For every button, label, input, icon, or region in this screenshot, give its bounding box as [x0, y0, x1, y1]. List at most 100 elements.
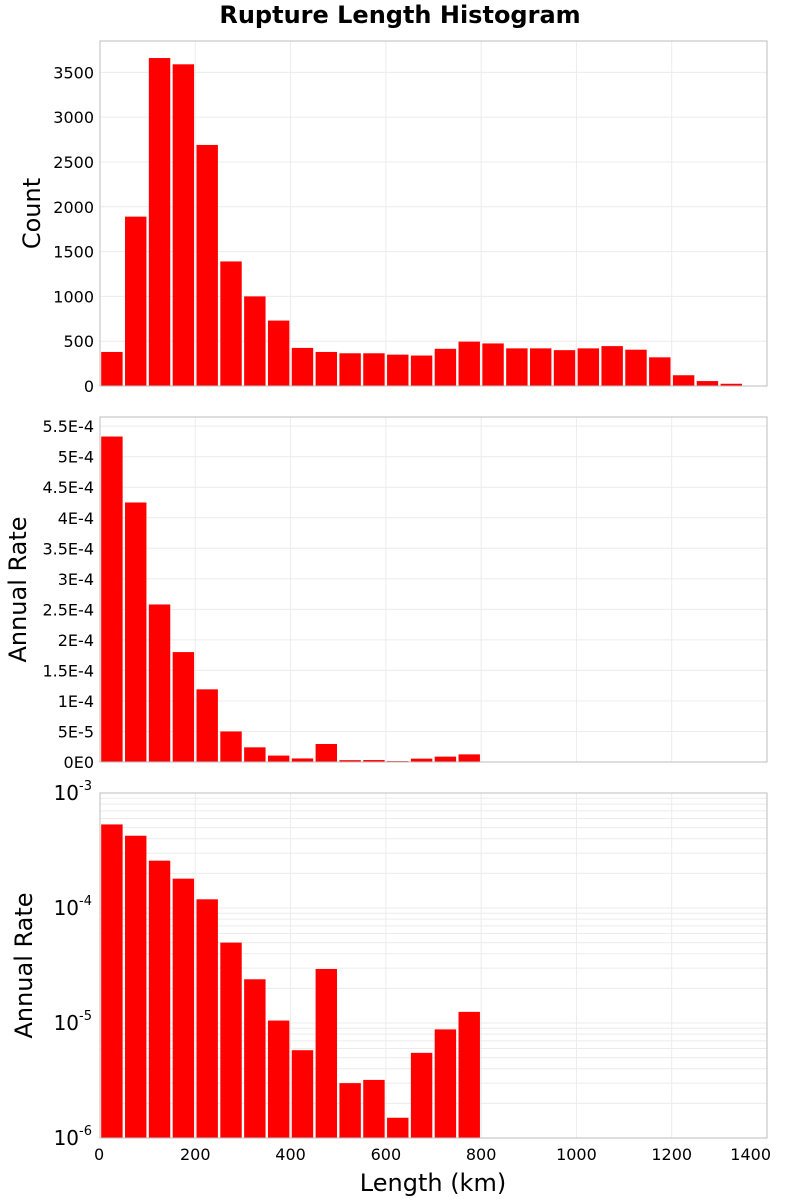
- histogram-bar: [172, 64, 195, 386]
- y-tick-label: 10-5: [54, 1009, 92, 1035]
- histogram-bar: [196, 144, 218, 386]
- histogram-bar: [625, 349, 647, 386]
- histogram-bar: [458, 754, 480, 762]
- y-tick-label: 2500: [53, 153, 94, 172]
- panel-2: 0E0 5E-5 1E-4 1.5E-4 2E-4 2.5E-4 3E-4 3.5E-4 4E-…: [4, 416, 768, 772]
- histogram-bar: [196, 899, 218, 1138]
- y-tick-label: 2000: [53, 198, 94, 217]
- chart-panels: 0 500 1000 1500 2000 2500 3000 3500 Count 0E0 5E-5…: [4, 40, 771, 1164]
- histogram-bar: [363, 353, 385, 386]
- histogram-bar: [196, 689, 218, 762]
- x-tick-label: 400: [275, 1145, 306, 1164]
- x-tick-label: 600: [371, 1145, 402, 1164]
- histogram-bar: [529, 348, 552, 386]
- histogram-bar: [101, 436, 123, 762]
- y-axis-label: Count: [18, 178, 46, 249]
- histogram-bar: [434, 756, 457, 762]
- x-tick-label: 0: [94, 1145, 104, 1164]
- histogram-bar: [410, 1052, 433, 1138]
- y-tick-label: 2E-4: [58, 631, 94, 650]
- histogram-bar: [387, 354, 409, 386]
- y-tick-label: 10-4: [54, 894, 92, 920]
- histogram-bar: [315, 351, 338, 386]
- plot-frame: [99, 40, 768, 387]
- histogram-bar: [291, 1050, 314, 1138]
- histogram-bar: [220, 942, 242, 1138]
- y-tick-label: 5.5E-4: [42, 417, 94, 436]
- y-tick-label: 3500: [53, 63, 94, 82]
- histogram-bar: [339, 353, 361, 386]
- y-tick-label: 0E0: [64, 753, 94, 772]
- y-tick-label: 1000: [53, 287, 94, 306]
- histogram-bar: [410, 355, 433, 386]
- histogram-bar: [148, 604, 171, 762]
- y-tick-label: 5E-4: [58, 448, 94, 467]
- histogram-bar: [410, 758, 433, 762]
- y-tick-label: 1.5E-4: [42, 661, 94, 680]
- chart-title: Rupture Length Histogram: [219, 1, 580, 29]
- histogram-bar: [601, 346, 623, 386]
- plot-frame: [99, 416, 768, 763]
- y-tick-label: 1E-4: [58, 692, 94, 711]
- histogram-bar: [291, 758, 314, 762]
- x-axis-label: Length (km): [360, 1169, 506, 1197]
- y-axis-label: Annual Rate: [10, 892, 38, 1038]
- histogram-bar: [244, 296, 266, 386]
- x-tick-label: 1400: [730, 1145, 771, 1164]
- histogram-bar: [649, 357, 671, 386]
- y-tick-label: 3.5E-4: [42, 539, 94, 558]
- y-tick-label: 4E-4: [58, 509, 94, 528]
- x-tick-label: 1000: [556, 1145, 597, 1164]
- histogram-bar: [125, 502, 147, 762]
- y-tick-label: 4.5E-4: [42, 478, 94, 497]
- histogram-bar: [267, 320, 290, 386]
- histogram-bar: [434, 1029, 457, 1138]
- histogram-bar: [506, 348, 528, 386]
- x-tick-label: 200: [180, 1145, 211, 1164]
- plot-frame: [99, 792, 768, 1139]
- histogram-bar: [101, 351, 123, 386]
- panel-3: 10-6 10-5 10-4 10-3 Annual Rate 0 200 400 600 800…: [10, 779, 771, 1164]
- histogram-bar: [482, 343, 504, 386]
- histogram-bar: [291, 347, 314, 386]
- histogram-bar: [125, 216, 147, 386]
- y-tick-label: 500: [63, 332, 94, 351]
- histogram-bar: [315, 743, 338, 762]
- x-tick-label: 800: [466, 1145, 497, 1164]
- histogram-bar: [220, 731, 242, 762]
- histogram-bar: [553, 350, 576, 386]
- histogram-bar: [434, 348, 457, 386]
- y-tick-label: 10-6: [54, 1124, 92, 1150]
- y-tick-label: 1500: [53, 243, 94, 262]
- histogram-bar: [720, 383, 742, 386]
- histogram-bar: [363, 760, 385, 762]
- panel-1: 0 500 1000 1500 2000 2500 3000 3500 Count: [18, 40, 768, 396]
- histogram-bar: [458, 1011, 480, 1138]
- histogram-bar: [220, 261, 242, 386]
- histogram-bar: [315, 968, 338, 1138]
- histogram-bar: [125, 835, 147, 1138]
- histogram-bar: [172, 878, 195, 1138]
- y-tick-label: 3E-4: [58, 570, 94, 589]
- histogram-bar: [172, 652, 195, 762]
- y-tick-label: 3000: [53, 108, 94, 127]
- histogram-bar: [101, 824, 123, 1138]
- histogram-bar: [363, 1079, 385, 1138]
- histogram-bar: [148, 860, 171, 1138]
- x-tick-label: 1200: [651, 1145, 692, 1164]
- histogram-bar: [672, 375, 695, 386]
- y-tick-label: 10-3: [54, 779, 92, 805]
- histogram-bar: [387, 1117, 409, 1138]
- histogram-bar: [696, 381, 719, 386]
- histogram-bar: [267, 1020, 290, 1138]
- y-tick-label: 2.5E-4: [42, 600, 94, 619]
- histogram-bar: [339, 760, 361, 762]
- histogram-bar: [244, 747, 266, 762]
- histogram-bar: [244, 979, 266, 1138]
- y-axis-label: Annual Rate: [4, 516, 32, 662]
- y-tick-label: 5E-5: [58, 722, 94, 741]
- histogram-bar: [577, 348, 600, 386]
- histogram-bar: [458, 341, 480, 386]
- histogram-bar: [267, 755, 290, 762]
